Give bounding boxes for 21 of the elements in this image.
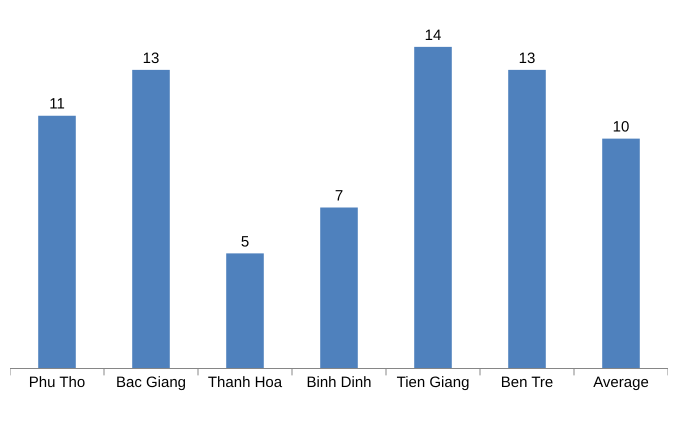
data-label: 13 (518, 50, 536, 67)
x-tick-label: Tien Giang (396, 374, 470, 391)
data-label: 11 (49, 96, 65, 113)
x-tick-label: Thanh Hoa (208, 374, 283, 391)
bar (320, 207, 358, 368)
x-tick-label: Ben Tre (500, 374, 554, 391)
x-tick-label: Phu Tho (28, 374, 86, 391)
bar (508, 70, 546, 368)
x-tick-label: Average (593, 374, 649, 391)
data-label: 10 (612, 118, 630, 136)
bar (38, 116, 76, 368)
data-label: 7 (334, 187, 344, 204)
bar (132, 70, 170, 368)
data-label: 5 (240, 233, 250, 250)
data-label: 13 (142, 50, 160, 67)
x-tick-label: Binh Dinh (306, 374, 372, 391)
data-label: 14 (424, 26, 442, 44)
bar (414, 46, 452, 368)
bar (226, 253, 264, 368)
bar (602, 138, 640, 368)
x-tick-label: Bac Giang (116, 374, 186, 391)
